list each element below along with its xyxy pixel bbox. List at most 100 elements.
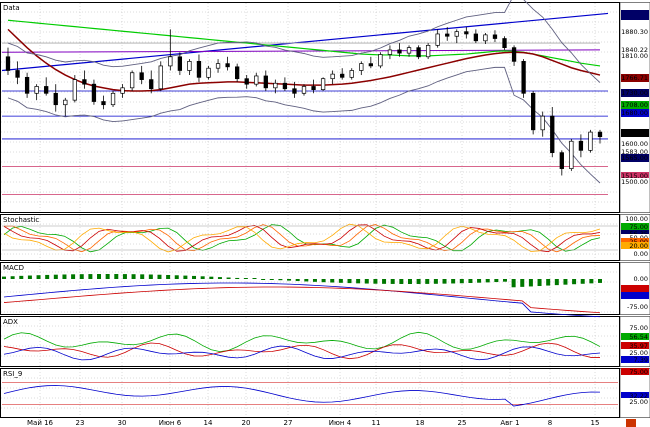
macd-histogram-bar bbox=[105, 274, 110, 279]
rsi-panel-title: RSI_9 bbox=[3, 370, 22, 378]
price-axis-label: 1766.71 bbox=[621, 74, 648, 82]
adx-line bbox=[3, 342, 601, 360]
adx-axis-label-bg bbox=[621, 324, 649, 331]
macd-histogram-bar bbox=[390, 279, 395, 284]
macd-histogram-bar bbox=[97, 274, 102, 279]
adx-axis-label: 7.39 bbox=[634, 356, 648, 364]
macd-histogram-bar bbox=[217, 277, 222, 279]
macd-histogram-bar bbox=[537, 279, 542, 287]
price-axis-label-bg bbox=[621, 140, 649, 148]
adx-line bbox=[3, 345, 601, 361]
macd-histogram-bar bbox=[494, 279, 499, 283]
candle-body bbox=[196, 60, 202, 78]
price-axis-label-bg bbox=[621, 154, 649, 162]
macd-histogram-bar bbox=[252, 278, 257, 279]
candle-body bbox=[588, 131, 593, 151]
rsi-axis-label-bg bbox=[621, 398, 649, 405]
macd-histogram-bar bbox=[321, 279, 326, 283]
candle-body bbox=[569, 140, 574, 169]
price-axis-label-bg bbox=[621, 178, 649, 186]
adx-axis-label-bg bbox=[621, 333, 649, 340]
macd-histogram-bar bbox=[477, 279, 482, 283]
candle-body bbox=[235, 66, 240, 80]
candle-body bbox=[72, 79, 77, 101]
price-axis-label-bg bbox=[621, 46, 649, 54]
corner-marker bbox=[626, 419, 636, 427]
candle-body bbox=[378, 54, 383, 67]
purple-line bbox=[1, 49, 601, 53]
candle-body bbox=[292, 88, 297, 94]
x-tick-label: 27 bbox=[284, 419, 293, 427]
macd-histogram-bar bbox=[114, 274, 119, 279]
stoch-panel-frame bbox=[0, 214, 620, 261]
price-axis-label: 1708.00 bbox=[621, 101, 648, 109]
price-axis-label-bg bbox=[621, 172, 649, 180]
price-axis-label: 1628.00 bbox=[621, 129, 648, 137]
stoch-axis-label-bg bbox=[621, 242, 649, 249]
candle-body bbox=[464, 31, 469, 35]
x-tick-label: Авг 1 bbox=[500, 419, 519, 427]
macd-axis-label: -75.00 bbox=[627, 303, 648, 311]
candle-body bbox=[215, 63, 221, 69]
candle-body bbox=[368, 63, 373, 67]
price-axis-label: 1810.00 bbox=[621, 52, 648, 60]
macd-histogram-bar bbox=[399, 279, 404, 284]
macd-histogram-bar bbox=[157, 274, 162, 279]
rsi-axis-label: 75.00 bbox=[629, 368, 648, 376]
x-tick-label: 15 bbox=[591, 419, 600, 427]
price-axis-label-bg bbox=[621, 89, 649, 97]
macd-histogram-bar bbox=[528, 279, 533, 287]
candle-body bbox=[340, 73, 345, 78]
candle-body bbox=[34, 86, 39, 94]
candle-body bbox=[511, 47, 517, 62]
stoch-line bbox=[3, 224, 601, 253]
price-axis-label: 1515.00 bbox=[621, 172, 648, 180]
macd-histogram-bar bbox=[62, 274, 67, 279]
stoch-axis-label-bg bbox=[621, 215, 649, 222]
macd-histogram-bar bbox=[563, 279, 568, 285]
candle-body bbox=[349, 70, 354, 78]
x-tick-label: 14 bbox=[204, 419, 213, 427]
rsi-axis-label: 25.00 bbox=[629, 398, 648, 406]
adx-axis-label-bg bbox=[621, 356, 649, 363]
price-axis-label: 1680.00 bbox=[621, 109, 648, 117]
macd-histogram-bar bbox=[278, 279, 283, 281]
price-axis-label: 1840.22 bbox=[621, 46, 648, 54]
adx-axis-label-bg bbox=[621, 349, 649, 356]
macd-histogram-bar bbox=[295, 279, 300, 282]
candle-body bbox=[63, 99, 68, 106]
candle-body bbox=[91, 83, 97, 102]
macd-histogram-bar bbox=[88, 274, 93, 279]
x-tick-label: Май 16 bbox=[27, 419, 54, 427]
candle-body bbox=[263, 75, 268, 89]
macd-histogram-bar bbox=[2, 276, 6, 279]
price-axis-label-bg bbox=[621, 74, 649, 82]
price-axis-label: 1583.00 bbox=[621, 148, 648, 156]
x-tick-label: 20 bbox=[242, 419, 251, 427]
candle-body bbox=[425, 45, 431, 58]
macd-histogram-bar bbox=[226, 277, 231, 279]
macd-histogram-bar bbox=[502, 279, 507, 282]
adx-line bbox=[3, 331, 601, 352]
x-tick-label: 25 bbox=[458, 419, 467, 427]
candle-body bbox=[483, 34, 488, 42]
candle-body bbox=[244, 78, 249, 85]
price-axis-label-bg bbox=[621, 129, 649, 137]
candle-body bbox=[578, 140, 584, 151]
adx-axis-label-bg bbox=[621, 342, 649, 349]
candle-body bbox=[15, 70, 20, 78]
macd-histogram-bar bbox=[287, 279, 292, 281]
macd-axis-marker-blue bbox=[621, 292, 649, 299]
macd-histogram-bar bbox=[235, 277, 240, 279]
stoch-axis-label-bg bbox=[621, 223, 649, 230]
trend-line-upper bbox=[1, 12, 609, 72]
x-tick-label: 11 bbox=[372, 419, 381, 427]
candle-body bbox=[110, 92, 116, 106]
candle-body bbox=[177, 56, 183, 71]
rsi-axis-label: 32.22 bbox=[629, 392, 648, 400]
candle-body bbox=[282, 82, 288, 90]
candle-body bbox=[301, 86, 307, 94]
candle-body bbox=[320, 78, 326, 91]
macd-histogram-bar bbox=[174, 275, 179, 279]
